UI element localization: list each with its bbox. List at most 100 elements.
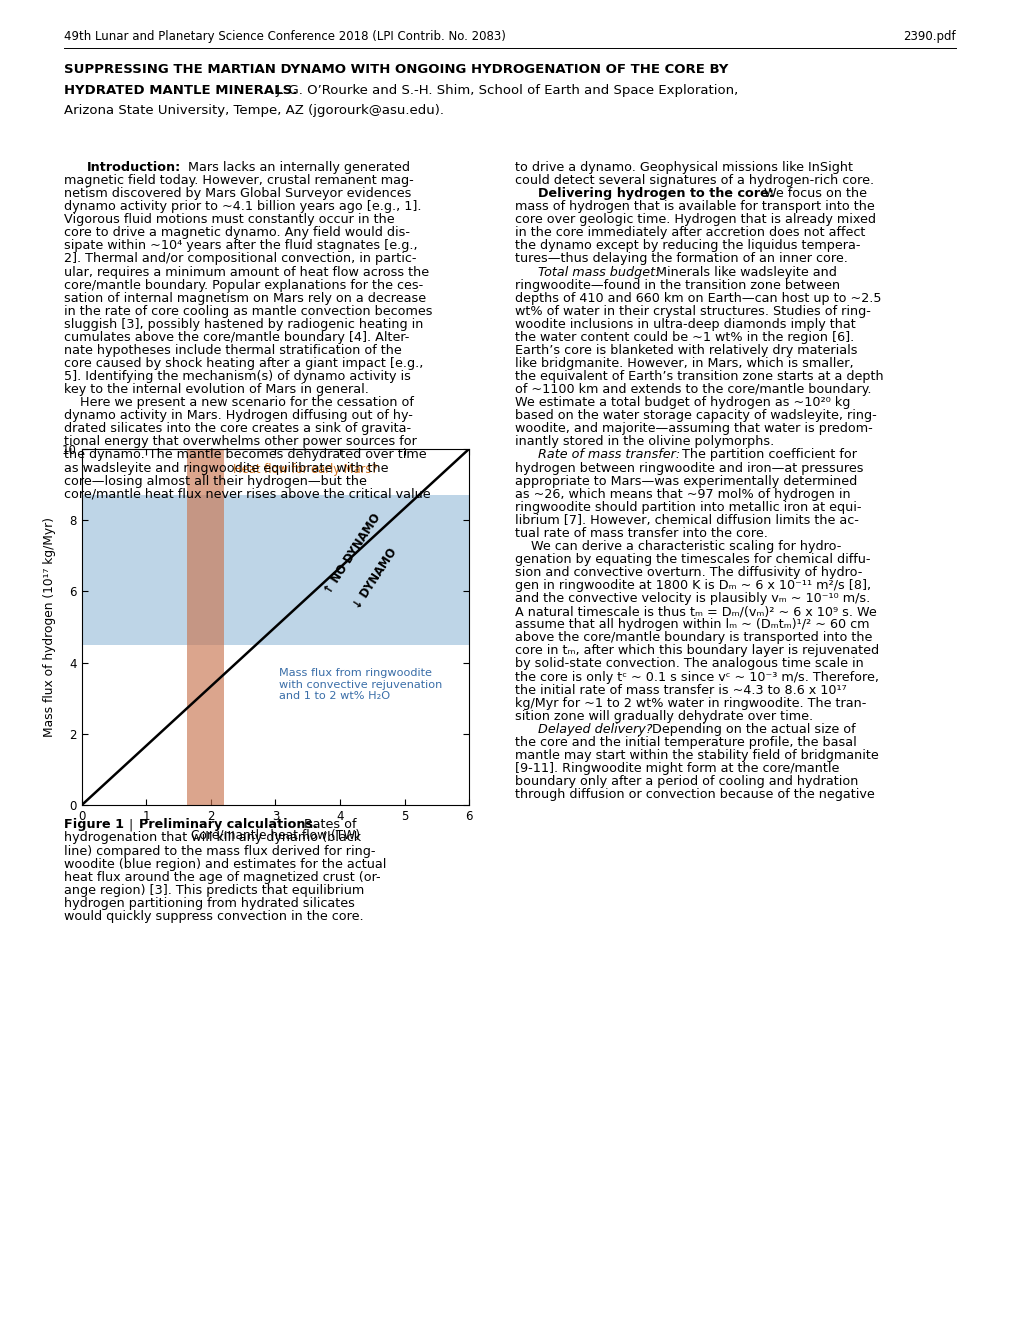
Text: the initial rate of mass transfer is ~4.3 to 8.6 x 10¹⁷: the initial rate of mass transfer is ~4.… bbox=[515, 684, 846, 697]
Text: mantle may start within the stability field of bridgmanite: mantle may start within the stability fi… bbox=[515, 748, 878, 762]
Text: the water content could be ~1 wt% in the region [6].: the water content could be ~1 wt% in the… bbox=[515, 331, 854, 345]
Text: in the rate of core cooling as mantle convection becomes: in the rate of core cooling as mantle co… bbox=[64, 305, 432, 318]
Text: the equivalent of Earth’s transition zone starts at a depth: the equivalent of Earth’s transition zon… bbox=[515, 370, 882, 383]
Text: woodite (blue region) and estimates for the actual: woodite (blue region) and estimates for … bbox=[64, 858, 386, 871]
Text: We can derive a characteristic scaling for hydro-: We can derive a characteristic scaling f… bbox=[515, 540, 841, 553]
Text: gen in ringwoodite at 1800 K is Dₘ ~ 6 x 10⁻¹¹ m²/s [8],: gen in ringwoodite at 1800 K is Dₘ ~ 6 x… bbox=[515, 579, 870, 593]
Text: magnetic field today. However, crustal remanent mag-: magnetic field today. However, crustal r… bbox=[64, 174, 414, 187]
Text: woodite, and majorite—assuming that water is predom-: woodite, and majorite—assuming that wate… bbox=[515, 422, 872, 436]
Text: sipate within ~10⁴ years after the fluid stagnates [e.g.,: sipate within ~10⁴ years after the fluid… bbox=[64, 239, 418, 252]
Text: could detect several signatures of a hydrogen-rich core.: could detect several signatures of a hyd… bbox=[515, 174, 873, 187]
Text: [9-11]. Ringwoodite might form at the core/mantle: [9-11]. Ringwoodite might form at the co… bbox=[515, 762, 839, 775]
Text: Vigorous fluid motions must constantly occur in the: Vigorous fluid motions must constantly o… bbox=[64, 214, 394, 226]
Text: in the core immediately after accretion does not affect: in the core immediately after accretion … bbox=[515, 226, 865, 239]
Text: the dynamo except by reducing the liquidus tempera-: the dynamo except by reducing the liquid… bbox=[515, 239, 860, 252]
Text: tual rate of mass transfer into the core.: tual rate of mass transfer into the core… bbox=[515, 527, 767, 540]
Text: the core and the initial temperature profile, the basal: the core and the initial temperature pro… bbox=[515, 735, 856, 748]
Text: A natural timescale is thus tₘ = Dₘ/(vₘ)² ~ 6 x 10⁹ s. We: A natural timescale is thus tₘ = Dₘ/(vₘ)… bbox=[515, 605, 876, 618]
Text: sluggish [3], possibly hastened by radiogenic heating in: sluggish [3], possibly hastened by radio… bbox=[64, 318, 423, 331]
Text: Figure 1: Figure 1 bbox=[64, 818, 124, 832]
Text: appropriate to Mars—was experimentally determined: appropriate to Mars—was experimentally d… bbox=[515, 475, 857, 487]
Text: We estimate a total budget of hydrogen as ~10²⁰ kg: We estimate a total budget of hydrogen a… bbox=[515, 396, 850, 409]
Text: Delayed delivery?: Delayed delivery? bbox=[537, 723, 651, 735]
Text: sition zone will gradually dehydrate over time.: sition zone will gradually dehydrate ove… bbox=[515, 710, 812, 723]
Text: would quickly suppress convection in the core.: would quickly suppress convection in the… bbox=[64, 909, 364, 923]
Text: inantly stored in the olivine polymorphs.: inantly stored in the olivine polymorphs… bbox=[515, 436, 773, 449]
Text: The partition coefficient for: The partition coefficient for bbox=[678, 449, 856, 462]
Text: Total mass budget:: Total mass budget: bbox=[537, 265, 658, 279]
Text: ringwoodite should partition into metallic iron at equi-: ringwoodite should partition into metall… bbox=[515, 500, 861, 513]
Text: dynamo activity prior to ~4.1 billion years ago [e.g., 1].: dynamo activity prior to ~4.1 billion ye… bbox=[64, 201, 421, 214]
Text: core over geologic time. Hydrogen that is already mixed: core over geologic time. Hydrogen that i… bbox=[515, 214, 875, 226]
Text: tional energy that overwhelms other power sources for: tional energy that overwhelms other powe… bbox=[64, 436, 417, 449]
Text: sion and convective overturn. The diffusivity of hydro-: sion and convective overturn. The diffus… bbox=[515, 566, 862, 579]
Text: and the convective velocity is plausibly vₘ ~ 10⁻¹⁰ m/s.: and the convective velocity is plausibly… bbox=[515, 593, 869, 605]
Text: Minerals like wadsleyite and: Minerals like wadsleyite and bbox=[651, 265, 836, 279]
Text: nate hypotheses include thermal stratification of the: nate hypotheses include thermal stratifi… bbox=[64, 345, 401, 356]
Text: ular, requires a minimum amount of heat flow across the: ular, requires a minimum amount of heat … bbox=[64, 265, 429, 279]
Text: dynamo activity in Mars. Hydrogen diffusing out of hy-: dynamo activity in Mars. Hydrogen diffus… bbox=[64, 409, 413, 422]
Text: as wadsleyite and ringwoodite equilibrate with the: as wadsleyite and ringwoodite equilibrat… bbox=[64, 462, 388, 474]
Text: |: | bbox=[125, 818, 138, 832]
Text: librium [7]. However, chemical diffusion limits the ac-: librium [7]. However, chemical diffusion… bbox=[515, 513, 858, 527]
Text: netism discovered by Mars Global Surveyor evidences: netism discovered by Mars Global Surveyo… bbox=[64, 187, 412, 201]
Text: assume that all hydrogen within lₘ ~ (Dₘtₘ)¹/² ~ 60 cm: assume that all hydrogen within lₘ ~ (Dₘ… bbox=[515, 618, 869, 631]
Text: Introduction:: Introduction: bbox=[87, 161, 180, 174]
Text: heat flux around the age of magnetized crust (or-: heat flux around the age of magnetized c… bbox=[64, 871, 380, 883]
Text: core—losing almost all their hydrogen—but the: core—losing almost all their hydrogen—bu… bbox=[64, 475, 367, 487]
Text: like bridgmanite. However, in Mars, which is smaller,: like bridgmanite. However, in Mars, whic… bbox=[515, 356, 853, 370]
Text: SUPPRESSING THE MARTIAN DYNAMO WITH ONGOING HYDROGENATION OF THE CORE BY: SUPPRESSING THE MARTIAN DYNAMO WITH ONGO… bbox=[64, 63, 728, 77]
Bar bbox=[82, 495, 469, 644]
Text: drated silicates into the core creates a sink of gravita-: drated silicates into the core creates a… bbox=[64, 422, 411, 436]
Text: mass of hydrogen that is available for transport into the: mass of hydrogen that is available for t… bbox=[515, 201, 874, 214]
Text: above the core/mantle boundary is transported into the: above the core/mantle boundary is transp… bbox=[515, 631, 871, 644]
Text: of ~1100 km and extends to the core/mantle boundary.: of ~1100 km and extends to the core/mant… bbox=[515, 383, 871, 396]
Text: Depending on the actual size of: Depending on the actual size of bbox=[647, 723, 855, 735]
Text: key to the internal evolution of Mars in general.: key to the internal evolution of Mars in… bbox=[64, 383, 369, 396]
Text: core/mantle boundary. Popular explanations for the ces-: core/mantle boundary. Popular explanatio… bbox=[64, 279, 423, 292]
Text: 2390.pdf: 2390.pdf bbox=[902, 30, 955, 44]
Y-axis label: Mass flux of hydrogen (10¹⁷ kg/Myr): Mass flux of hydrogen (10¹⁷ kg/Myr) bbox=[43, 517, 56, 737]
Text: kg/Myr for ~1 to 2 wt% water in ringwoodite. The tran-: kg/Myr for ~1 to 2 wt% water in ringwood… bbox=[515, 697, 865, 710]
X-axis label: Core/mantle heat flow (TW): Core/mantle heat flow (TW) bbox=[191, 829, 360, 842]
Text: Delivering hydrogen to the core:: Delivering hydrogen to the core: bbox=[537, 187, 772, 201]
Text: to drive a dynamo. Geophysical missions like InSight: to drive a dynamo. Geophysical missions … bbox=[515, 161, 852, 174]
Text: HYDRATED MANTLE MINERALS.: HYDRATED MANTLE MINERALS. bbox=[64, 84, 298, 96]
Text: by solid-state convection. The analogous time scale in: by solid-state convection. The analogous… bbox=[515, 657, 863, 671]
Text: Mass flux from ringwoodite
with convective rejuvenation
and 1 to 2 wt% H₂O: Mass flux from ringwoodite with convecti… bbox=[278, 668, 441, 701]
Text: woodite inclusions in ultra-deep diamonds imply that: woodite inclusions in ultra-deep diamond… bbox=[515, 318, 855, 331]
Text: sation of internal magnetism on Mars rely on a decrease: sation of internal magnetism on Mars rel… bbox=[64, 292, 426, 305]
Text: through diffusion or convection because of the negative: through diffusion or convection because … bbox=[515, 788, 874, 801]
Text: as ~26, which means that ~97 mol% of hydrogen in: as ~26, which means that ~97 mol% of hyd… bbox=[515, 487, 850, 500]
Text: hydrogen between ringwoodite and iron—at pressures: hydrogen between ringwoodite and iron—at… bbox=[515, 462, 863, 474]
Text: ange region) [3]. This predicts that equilibrium: ange region) [3]. This predicts that equ… bbox=[64, 883, 364, 896]
Text: We focus on the: We focus on the bbox=[759, 187, 866, 201]
Text: cumulates above the core/mantle boundary [4]. Alter-: cumulates above the core/mantle boundary… bbox=[64, 331, 410, 345]
Text: 49th Lunar and Planetary Science Conference 2018 (LPI Contrib. No. 2083): 49th Lunar and Planetary Science Confere… bbox=[64, 30, 505, 44]
Text: hydrogenation that will kill any dynamo (black: hydrogenation that will kill any dynamo … bbox=[64, 832, 361, 845]
Text: tures—thus delaying the formation of an inner core.: tures—thus delaying the formation of an … bbox=[515, 252, 847, 265]
Text: the core is only tᶜ ~ 0.1 s since vᶜ ~ 10⁻³ m/s. Therefore,: the core is only tᶜ ~ 0.1 s since vᶜ ~ 1… bbox=[515, 671, 878, 684]
Text: based on the water storage capacity of wadsleyite, ring-: based on the water storage capacity of w… bbox=[515, 409, 876, 422]
Text: Arizona State University, Tempe, AZ (jgorourk@asu.edu).: Arizona State University, Tempe, AZ (jgo… bbox=[64, 104, 444, 117]
Text: Earth’s core is blanketed with relatively dry materials: Earth’s core is blanketed with relativel… bbox=[515, 345, 857, 356]
Text: J. G. O’Rourke and S.-H. Shim, School of Earth and Space Exploration,: J. G. O’Rourke and S.-H. Shim, School of… bbox=[271, 84, 738, 96]
Text: depths of 410 and 660 km on Earth—can host up to ~2.5: depths of 410 and 660 km on Earth—can ho… bbox=[515, 292, 880, 305]
Text: core/mantle heat flux never rises above the critical value: core/mantle heat flux never rises above … bbox=[64, 487, 430, 500]
Text: wt% of water in their crystal structures. Studies of ring-: wt% of water in their crystal structures… bbox=[515, 305, 870, 318]
Text: boundary only after a period of cooling and hydration: boundary only after a period of cooling … bbox=[515, 775, 858, 788]
Text: Heat flow for early Mars?: Heat flow for early Mars? bbox=[233, 463, 378, 477]
Text: line) compared to the mass flux derived for ring-: line) compared to the mass flux derived … bbox=[64, 845, 375, 858]
Text: ringwoodite—found in the transition zone between: ringwoodite—found in the transition zone… bbox=[515, 279, 840, 292]
Text: 2]. Thermal and/or compositional convection, in partic-: 2]. Thermal and/or compositional convect… bbox=[64, 252, 417, 265]
Bar bbox=[186, 449, 224, 805]
Text: core in tₘ, after which this boundary layer is rejuvenated: core in tₘ, after which this boundary la… bbox=[515, 644, 878, 657]
Text: core caused by shock heating after a giant impact [e.g.,: core caused by shock heating after a gia… bbox=[64, 356, 423, 370]
Text: genation by equating the timescales for chemical diffu-: genation by equating the timescales for … bbox=[515, 553, 870, 566]
Text: core to drive a magnetic dynamo. Any field would dis-: core to drive a magnetic dynamo. Any fie… bbox=[64, 226, 410, 239]
Text: the dynamo. The mantle becomes dehydrated over time: the dynamo. The mantle becomes dehydrate… bbox=[64, 449, 427, 462]
Text: 5]. Identifying the mechanism(s) of dynamo activity is: 5]. Identifying the mechanism(s) of dyna… bbox=[64, 370, 411, 383]
Text: Rates of: Rates of bbox=[300, 818, 356, 832]
Text: Here we present a new scenario for the cessation of: Here we present a new scenario for the c… bbox=[64, 396, 414, 409]
Text: Mars lacks an internally generated: Mars lacks an internally generated bbox=[183, 161, 410, 174]
